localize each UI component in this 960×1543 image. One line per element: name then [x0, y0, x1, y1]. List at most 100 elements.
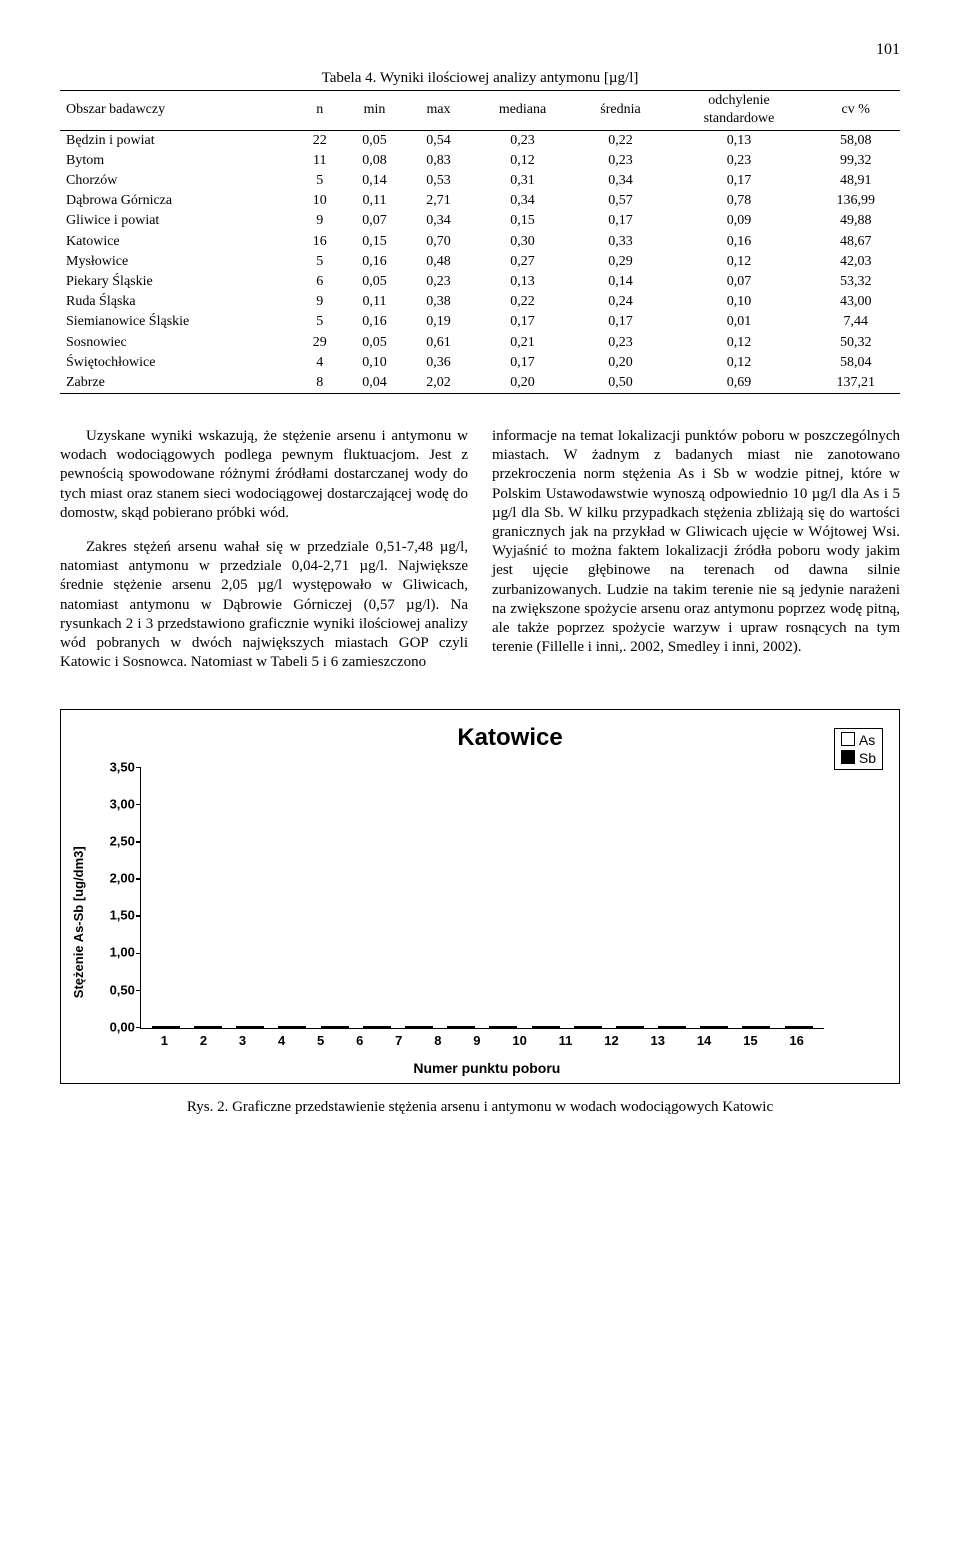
ytick-label: 0,50: [89, 982, 135, 999]
bar-as: [236, 1026, 250, 1028]
table-cell: 0,10: [666, 292, 811, 312]
ytick-label: 0,00: [89, 1019, 135, 1036]
bar-group: [574, 1026, 602, 1028]
bar-group: [658, 1026, 686, 1028]
table-cell: 22: [297, 130, 343, 151]
chart-legend: As Sb: [834, 728, 883, 770]
table-cell: 0,24: [575, 292, 667, 312]
bar-group: [194, 1026, 222, 1028]
table-header: max: [407, 91, 471, 130]
table-header: odchyleniestandardowe: [666, 91, 811, 130]
table-header: Obszar badawczy: [60, 91, 297, 130]
paragraph: Uzyskane wyniki wskazują, że stężenie ar…: [60, 427, 468, 523]
bar-sb: [503, 1026, 517, 1028]
table-cell: 6: [297, 272, 343, 292]
xtick-label: 1: [161, 1033, 168, 1050]
table-cell: 0,23: [407, 272, 471, 292]
table-cell: 43,00: [811, 292, 900, 312]
table-cell: 0,70: [407, 232, 471, 252]
table-cell: 0,17: [575, 312, 667, 332]
table-cell: 10: [297, 191, 343, 211]
xtick-label: 5: [317, 1033, 324, 1050]
bar-sb: [630, 1026, 644, 1028]
bar-as: [700, 1026, 714, 1028]
bar-as: [742, 1026, 756, 1028]
bar-as: [194, 1026, 208, 1028]
table-cell: 0,16: [666, 232, 811, 252]
table-cell: 0,07: [666, 272, 811, 292]
table-cell: 0,12: [470, 151, 574, 171]
table-cell: 2,02: [407, 373, 471, 394]
bar-group: [447, 1026, 475, 1028]
table-cell: 0,48: [407, 252, 471, 272]
table-cell: 0,69: [666, 373, 811, 394]
table-cell: 4: [297, 353, 343, 373]
paragraph: Zakres stężeń arsenu wahał się w przedzi…: [60, 538, 468, 672]
table-cell: Piekary Śląskie: [60, 272, 297, 292]
table-cell: Sosnowiec: [60, 333, 297, 353]
table-cell: 8: [297, 373, 343, 394]
table-cell: 0,14: [575, 272, 667, 292]
table-cell: 99,32: [811, 151, 900, 171]
table-cell: 0,15: [343, 232, 407, 252]
bar-sb: [588, 1026, 602, 1028]
table-cell: 0,21: [470, 333, 574, 353]
chart-xlabel: Numer punktu poboru: [140, 1059, 834, 1077]
table-cell: 0,57: [575, 191, 667, 211]
bar-as: [278, 1026, 292, 1028]
table-cell: 0,22: [470, 292, 574, 312]
bar-group: [152, 1026, 180, 1028]
bar-sb: [377, 1026, 391, 1028]
bar-group: [742, 1026, 770, 1028]
table-header: n: [297, 91, 343, 130]
table-cell: 0,23: [666, 151, 811, 171]
table-header: średnia: [575, 91, 667, 130]
table-cell: 11: [297, 151, 343, 171]
bar-as: [363, 1026, 377, 1028]
table-cell: 0,34: [470, 191, 574, 211]
bar-as: [616, 1026, 630, 1028]
bar-sb: [799, 1026, 813, 1028]
bar-sb: [714, 1026, 728, 1028]
table-cell: 48,91: [811, 171, 900, 191]
legend-label: As: [859, 732, 875, 748]
table-cell: 2,71: [407, 191, 471, 211]
xtick-label: 13: [651, 1033, 665, 1050]
bar-group: [532, 1026, 560, 1028]
table-cell: 0,23: [575, 151, 667, 171]
legend-label: Sb: [859, 750, 876, 766]
table-cell: Siemianowice Śląskie: [60, 312, 297, 332]
table-cell: Katowice: [60, 232, 297, 252]
table-cell: 0,19: [407, 312, 471, 332]
table-caption: Tabela 4. Wyniki ilościowej analizy anty…: [60, 69, 900, 89]
table-cell: 0,09: [666, 211, 811, 231]
bar-group: [363, 1026, 391, 1028]
bar-as: [532, 1026, 546, 1028]
table-cell: 0,05: [343, 333, 407, 353]
bar-group: [489, 1026, 517, 1028]
table-cell: Gliwice i powiat: [60, 211, 297, 231]
xtick-label: 8: [434, 1033, 441, 1050]
table-cell: 5: [297, 312, 343, 332]
table-cell: 137,21: [811, 373, 900, 394]
table-cell: 0,17: [470, 312, 574, 332]
page-number: 101: [60, 40, 900, 61]
table-cell: 0,05: [343, 130, 407, 151]
chart-ylabel: Stężenie As-Sb [ug/dm3]: [71, 768, 88, 1077]
bar-as: [321, 1026, 335, 1028]
table-cell: Chorzów: [60, 171, 297, 191]
bar-as: [785, 1026, 799, 1028]
xtick-label: 16: [789, 1033, 803, 1050]
table-cell: 0,30: [470, 232, 574, 252]
table-cell: Świętochłowice: [60, 353, 297, 373]
ytick-label: 3,00: [89, 796, 135, 813]
table-header: min: [343, 91, 407, 130]
table-cell: 53,32: [811, 272, 900, 292]
bar-sb: [292, 1026, 306, 1028]
table-cell: 0,53: [407, 171, 471, 191]
bar-group: [321, 1026, 349, 1028]
bar-sb: [461, 1026, 475, 1028]
table-cell: 0,20: [470, 373, 574, 394]
table-cell: 7,44: [811, 312, 900, 332]
xtick-label: 9: [473, 1033, 480, 1050]
